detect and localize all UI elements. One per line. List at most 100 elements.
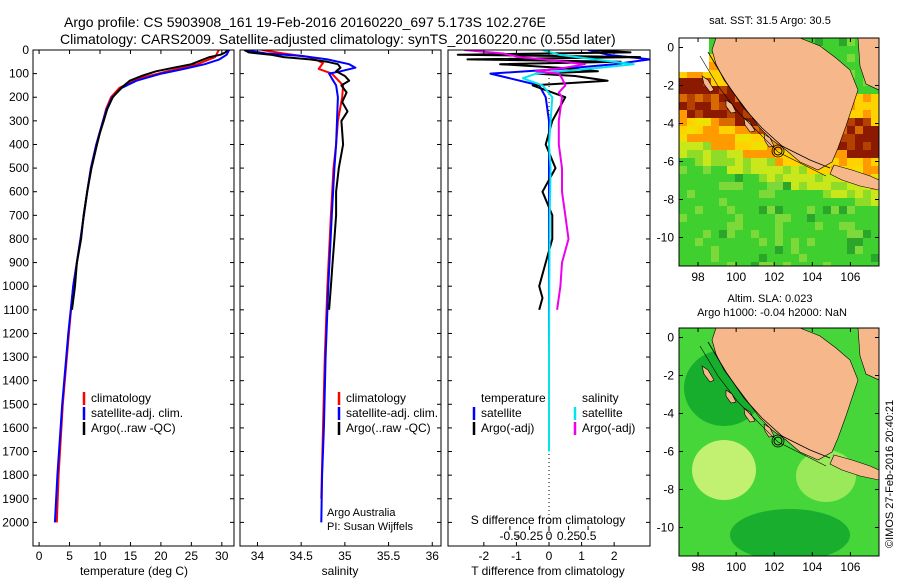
sst-pixel xyxy=(727,262,735,266)
sst-pixel xyxy=(815,198,823,206)
sst-pixel xyxy=(719,150,727,158)
sst-pixel xyxy=(751,158,759,166)
sst-pixel xyxy=(711,118,719,126)
sst-pixel xyxy=(847,214,855,222)
sst-pixel xyxy=(767,174,775,182)
sst-pixel xyxy=(839,54,847,62)
borneo-landmass xyxy=(857,328,879,381)
sst-pixel xyxy=(791,174,799,182)
salinity-xlabel: salinity xyxy=(322,564,359,578)
sst-pixel xyxy=(687,102,695,110)
sst-pixel xyxy=(751,214,759,222)
sst-pixel xyxy=(767,150,775,158)
sla-map-title-line1: Altim. SLA: 0.023 xyxy=(728,293,813,305)
bathymetry-contour xyxy=(707,51,831,169)
sst-pixel xyxy=(703,182,711,190)
sst-pixel xyxy=(727,230,735,238)
sst-pixel xyxy=(719,126,727,134)
lat-tick-label: -2 xyxy=(663,369,674,383)
y-tick-label: 800 xyxy=(9,232,29,246)
sst-pixel xyxy=(847,62,855,70)
lon-tick-label: 104 xyxy=(802,270,822,284)
sst-pixel xyxy=(687,142,695,150)
sst-pixel xyxy=(735,198,743,206)
series-line-climatology xyxy=(55,50,220,523)
sst-pixel xyxy=(799,230,807,238)
sst-pixel xyxy=(831,46,839,54)
sst-pixel xyxy=(799,182,807,190)
sst-pixel xyxy=(847,246,855,254)
sst-pixel xyxy=(815,214,823,222)
salinity-axes-frame xyxy=(239,49,442,547)
sst-pixel xyxy=(727,86,735,94)
s-difference-label: S difference from climatology xyxy=(471,513,626,527)
sst-pixel xyxy=(823,38,831,46)
legend-climatology-label: climatology xyxy=(91,391,151,405)
sla-map-panel: Altim. SLA: 0.023 Argo h1000: -0.04 h200… xyxy=(657,293,880,574)
sla-high-anomaly xyxy=(692,440,756,500)
sst-pixel xyxy=(775,246,783,254)
lat-tick-label: -8 xyxy=(663,483,674,497)
y-tick-label: 1100 xyxy=(3,303,29,317)
sst-pixel xyxy=(847,134,855,142)
sst-pixel xyxy=(847,46,855,54)
sst-pixel xyxy=(687,150,695,158)
sst-pixel xyxy=(791,206,799,214)
sst-pixel xyxy=(807,214,815,222)
sst-pixel xyxy=(751,142,759,150)
sst-pixel xyxy=(711,86,719,94)
sst-pixel xyxy=(863,254,871,262)
sst-pixel xyxy=(743,166,751,174)
sst-pixel xyxy=(743,222,751,230)
series-line-s-argo xyxy=(464,50,586,310)
sst-pixel xyxy=(719,230,727,238)
mentawai-island xyxy=(763,133,775,148)
s-tick-label: -0.5 xyxy=(500,529,521,543)
sst-pixel xyxy=(855,70,863,78)
sst-pixel xyxy=(839,262,847,266)
y-tick-label: 600 xyxy=(9,185,29,199)
sst-pixel xyxy=(815,182,823,190)
sst-pixel xyxy=(727,246,735,254)
sst-pixel xyxy=(863,118,871,126)
sst-pixel xyxy=(839,182,847,190)
sst-pixel xyxy=(759,158,767,166)
sst-pixel xyxy=(735,254,743,262)
mentawai-island xyxy=(743,407,756,423)
sst-pixel xyxy=(743,142,751,150)
sst-pixel xyxy=(743,230,751,238)
sst-pixel xyxy=(703,94,711,102)
y-tick-label: 1700 xyxy=(2,445,29,459)
sst-pixel xyxy=(775,158,783,166)
sst-pixel xyxy=(831,190,839,198)
sst-pixel xyxy=(855,182,863,190)
sst-pixel xyxy=(719,206,727,214)
y-tick-label: 1200 xyxy=(2,326,29,340)
sst-pixel xyxy=(711,190,719,198)
sst-pixel xyxy=(719,198,727,206)
sst-pixel xyxy=(679,254,687,262)
sst-pixel xyxy=(823,222,831,230)
x-tick-label: 34.5 xyxy=(289,549,313,563)
sst-pixel xyxy=(855,54,863,62)
sst-pixel xyxy=(751,166,759,174)
sst-pixel xyxy=(799,238,807,246)
sst-pixel xyxy=(847,158,855,166)
argo-australia-annotation: Argo Australia xyxy=(327,507,396,519)
sst-pixel xyxy=(703,222,711,230)
sst-map-title: sat. SST: 31.5 Argo: 30.5 xyxy=(709,15,831,27)
sst-pixel xyxy=(743,182,751,190)
sst-pixel xyxy=(759,174,767,182)
sst-pixel xyxy=(679,150,687,158)
sst-pixel xyxy=(839,230,847,238)
sst-pixel xyxy=(727,94,735,102)
sst-pixel xyxy=(839,134,847,142)
sst-pixel xyxy=(775,190,783,198)
sst-pixel xyxy=(823,262,831,266)
sst-pixel xyxy=(863,238,871,246)
sst-pixel xyxy=(791,246,799,254)
sst-pixel xyxy=(783,158,791,166)
sst-pixel xyxy=(831,158,839,166)
sst-pixel xyxy=(679,174,687,182)
sst-pixel xyxy=(855,118,863,126)
